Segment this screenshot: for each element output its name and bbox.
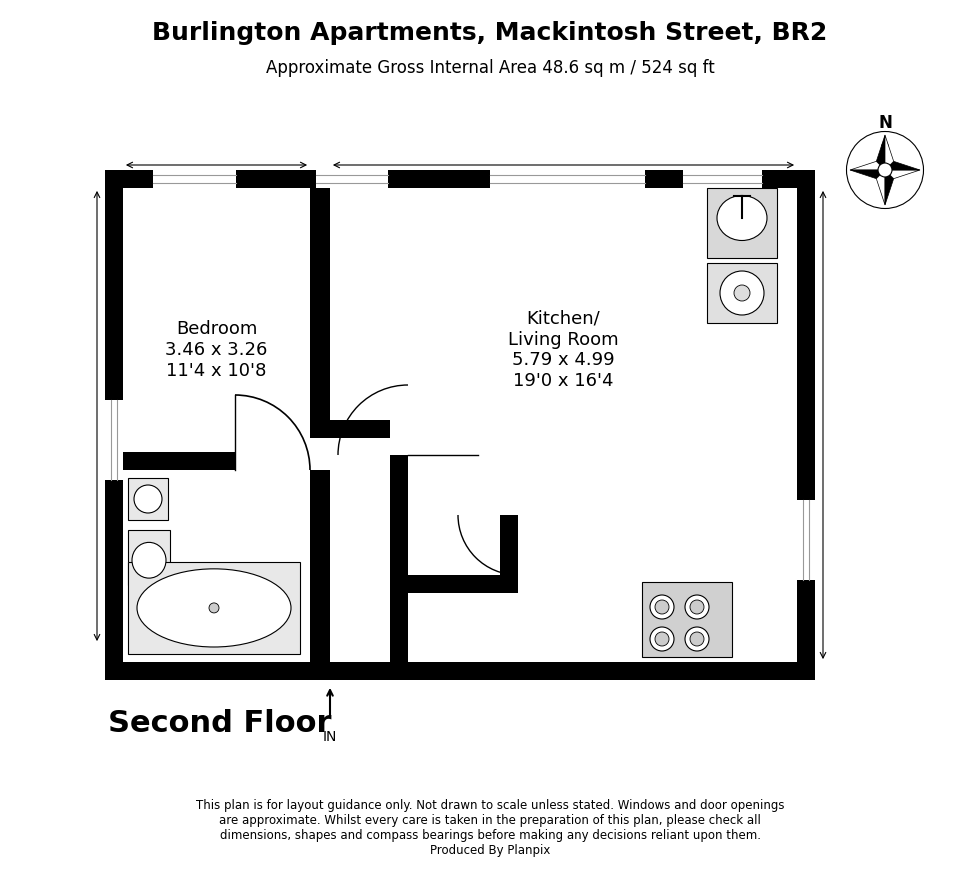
Circle shape <box>209 603 219 613</box>
Circle shape <box>734 285 750 301</box>
Bar <box>316 170 388 188</box>
Bar <box>500 455 518 515</box>
Bar <box>408 575 500 593</box>
Bar <box>683 170 762 188</box>
Circle shape <box>690 632 704 646</box>
Bar <box>128 562 300 654</box>
Ellipse shape <box>717 195 767 241</box>
Bar <box>500 455 518 593</box>
Polygon shape <box>885 135 894 170</box>
Ellipse shape <box>132 543 166 578</box>
Polygon shape <box>885 170 920 178</box>
Bar <box>153 170 236 188</box>
Bar <box>128 530 170 585</box>
Text: N: N <box>878 114 892 132</box>
Bar <box>128 562 300 654</box>
Text: Second Floor: Second Floor <box>108 709 331 738</box>
Circle shape <box>650 627 674 651</box>
Ellipse shape <box>134 485 162 513</box>
Bar <box>310 516 330 536</box>
Polygon shape <box>885 162 920 170</box>
Bar <box>707 263 777 323</box>
Text: This plan is for layout guidance only. Not drawn to scale unless stated. Windows: This plan is for layout guidance only. N… <box>196 799 784 857</box>
Bar <box>390 455 408 662</box>
Circle shape <box>685 627 709 651</box>
Bar <box>642 582 732 657</box>
Bar <box>310 470 330 662</box>
Circle shape <box>650 595 674 619</box>
Text: Burlington Apartments, Mackintosh Street, BR2: Burlington Apartments, Mackintosh Street… <box>152 21 828 45</box>
Bar <box>123 188 797 662</box>
Bar <box>235 452 310 470</box>
Circle shape <box>685 595 709 619</box>
Polygon shape <box>876 170 885 205</box>
Circle shape <box>655 632 669 646</box>
Bar <box>707 188 777 258</box>
Bar <box>310 188 330 438</box>
Text: IN: IN <box>322 730 337 744</box>
Polygon shape <box>876 135 885 170</box>
Ellipse shape <box>137 569 291 647</box>
Circle shape <box>690 600 704 614</box>
Bar <box>105 400 123 480</box>
Polygon shape <box>850 170 885 178</box>
Bar <box>105 170 815 680</box>
Bar <box>707 188 777 258</box>
Polygon shape <box>885 170 894 205</box>
Text: Kitchen/
Living Room
5.79 x 4.99
19'0 x 16'4: Kitchen/ Living Room 5.79 x 4.99 19'0 x … <box>509 310 618 390</box>
Bar <box>330 420 390 438</box>
Bar <box>490 170 645 188</box>
Text: Bedroom
3.46 x 3.26
11'4 x 10'8: Bedroom 3.46 x 3.26 11'4 x 10'8 <box>166 321 268 380</box>
Bar <box>797 500 815 580</box>
Bar <box>123 452 310 470</box>
Bar <box>128 478 168 520</box>
Circle shape <box>720 271 764 315</box>
Polygon shape <box>850 162 885 170</box>
Bar <box>642 582 732 657</box>
Circle shape <box>878 163 892 177</box>
Circle shape <box>655 600 669 614</box>
Bar <box>128 530 170 585</box>
Text: Approximate Gross Internal Area 48.6 sq m / 524 sq ft: Approximate Gross Internal Area 48.6 sq … <box>266 59 714 77</box>
Bar <box>707 263 777 323</box>
Bar <box>128 478 168 520</box>
